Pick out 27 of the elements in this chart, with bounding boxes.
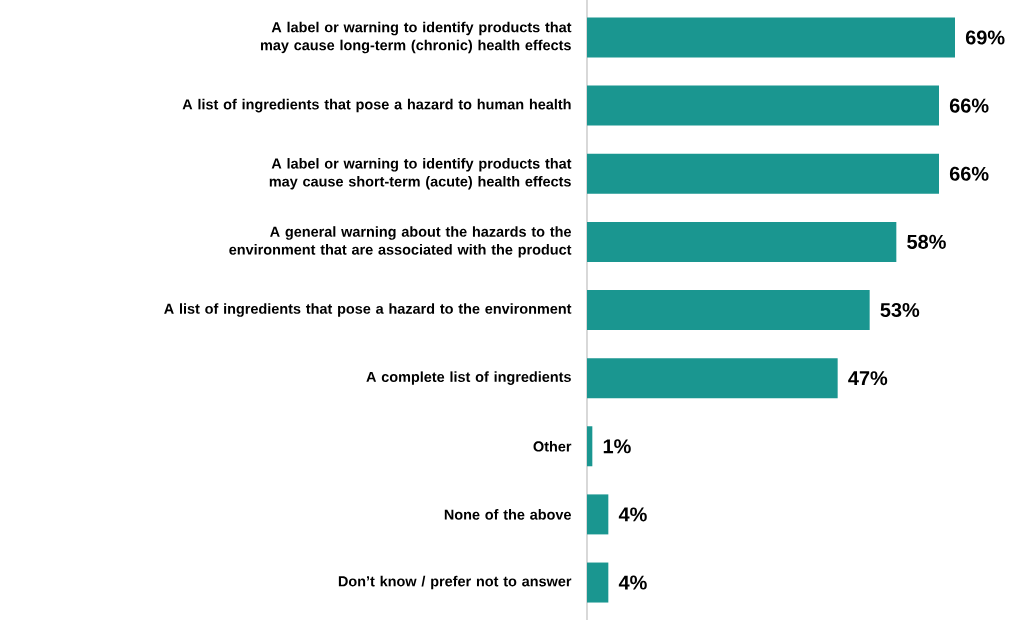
- bar: [587, 426, 593, 467]
- y-tick-label: A list of ingredients that pose a hazard to the environment: [164, 303, 572, 317]
- data-label: 1%: [603, 439, 631, 454]
- data-label: 66%: [949, 166, 989, 181]
- bar: [587, 562, 609, 603]
- bar: [587, 17, 955, 58]
- bar: [587, 153, 939, 194]
- data-label: 69%: [965, 30, 1005, 45]
- data-label: 58%: [907, 234, 946, 249]
- data-label: 66%: [949, 98, 989, 113]
- data-label: 47%: [848, 371, 888, 386]
- data-label: 4%: [618, 507, 647, 522]
- y-tick-label: A general warning about the hazards to the environment that are associated with the product: [229, 226, 572, 258]
- bar: [587, 221, 897, 262]
- y-tick-label: Don’t know / prefer not to answer: [338, 575, 572, 590]
- bar: [587, 85, 939, 126]
- bar: [587, 358, 838, 399]
- data-label: 4%: [618, 575, 647, 590]
- y-tick-label: A label or warning to identify products that may cause long-term (chronic) health effects: [260, 21, 572, 54]
- y-tick-label: A list of ingredients that pose a hazard to human health: [182, 98, 571, 113]
- bar: [587, 494, 609, 535]
- y-tick-label: None of the above: [444, 509, 571, 520]
- y-tick-label: Other: [533, 440, 572, 452]
- data-label: 53%: [880, 302, 920, 318]
- y-tick-label: A label or warning to identify products that may cause short-term (acute) health effects: [269, 158, 572, 190]
- bar: [587, 290, 870, 331]
- y-tick-label: A complete list of ingredients: [366, 371, 571, 385]
